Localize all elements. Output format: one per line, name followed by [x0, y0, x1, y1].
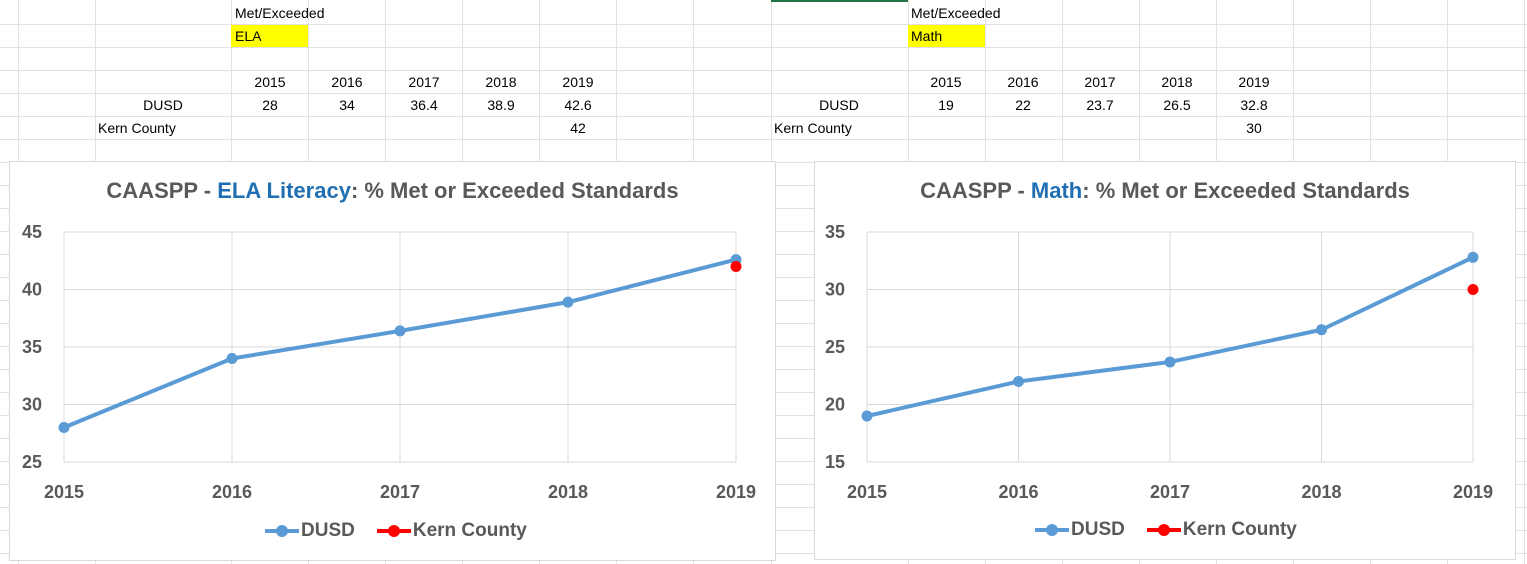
math-legend: DUSD Kern County [1035, 519, 1297, 541]
ela-data-point[interactable] [394, 325, 406, 337]
math-y-tick-label: 15 [825, 452, 845, 472]
math-data-point[interactable] [1164, 356, 1176, 368]
ela-data-point[interactable] [730, 261, 742, 272]
left-year-2015[interactable]: 2015 [254, 74, 286, 90]
ela-plot-area: 25 30 35 40 45 2015 2016 2017 2018 2019 [22, 222, 756, 502]
ela-data-point[interactable] [226, 353, 238, 364]
left-kern-label[interactable]: Kern County [98, 120, 176, 136]
left-kern-2019[interactable]: 42 [570, 120, 586, 136]
ela-legend-kern[interactable]: Kern County [376, 520, 527, 542]
ela-legend-dusd[interactable]: DUSD [265, 520, 355, 542]
left-year-2017[interactable]: 2017 [408, 74, 440, 90]
left-dusd-2019[interactable]: 42.6 [564, 97, 592, 113]
right-year-2016[interactable]: 2016 [1007, 74, 1039, 90]
ela-x-tick-label: 2017 [380, 482, 420, 502]
left-dusd-label[interactable]: DUSD [143, 97, 183, 113]
left-dusd-2015[interactable]: 28 [262, 97, 278, 113]
math-data-point[interactable] [1316, 324, 1327, 336]
left-year-2016[interactable]: 2016 [331, 74, 363, 90]
right-year-2019[interactable]: 2019 [1238, 74, 1270, 90]
right-year-2015[interactable]: 2015 [930, 74, 962, 90]
right-subject-cell[interactable]: Math [908, 25, 985, 47]
right-dusd-2015[interactable]: 19 [938, 97, 954, 113]
legend-line-marker-icon [265, 524, 299, 538]
ela-chart-title: CAASPP - ELA Literacy: % Met or Exceeded… [106, 178, 679, 203]
right-year-2018[interactable]: 2018 [1161, 74, 1193, 90]
math-data-point[interactable] [1013, 376, 1024, 387]
right-year-2017[interactable]: 2017 [1084, 74, 1116, 90]
ela-data-point[interactable] [562, 296, 574, 308]
math-x-tick-label: 2018 [1301, 482, 1341, 502]
math-x-tick-label: 2017 [1150, 482, 1190, 502]
ela-legend: DUSD Kern County [265, 520, 527, 542]
ela-chart[interactable]: CAASPP - ELA Literacy: % Met or Exceeded… [9, 161, 776, 561]
right-kern-label[interactable]: Kern County [774, 120, 852, 136]
ela-y-tick-label: 30 [22, 395, 42, 415]
right-dusd-2016[interactable]: 22 [1015, 97, 1031, 113]
ela-x-tick-label: 2019 [716, 482, 756, 502]
ela-x-tick-label: 2018 [548, 482, 588, 502]
math-y-tick-label: 25 [825, 337, 845, 357]
math-data-point[interactable] [1467, 251, 1479, 263]
right-dusd-label[interactable]: DUSD [819, 97, 859, 113]
right-kern-2019[interactable]: 30 [1246, 120, 1262, 136]
ela-data-point[interactable] [58, 422, 70, 433]
math-x-tick-label: 2016 [998, 482, 1038, 502]
left-subject-cell[interactable]: ELA [231, 25, 308, 47]
math-data-point[interactable] [1467, 284, 1479, 295]
math-legend-dusd[interactable]: DUSD [1035, 519, 1125, 541]
left-dusd-2017[interactable]: 36.4 [410, 97, 438, 113]
math-x-tick-label: 2015 [847, 482, 887, 502]
math-y-tick-label: 20 [825, 395, 845, 415]
ela-y-tick-label: 45 [22, 222, 42, 242]
left-year-2019[interactable]: 2019 [562, 74, 594, 90]
right-dusd-2018[interactable]: 26.5 [1163, 97, 1191, 113]
legend-line-marker-icon [376, 524, 411, 538]
math-y-tick-label: 30 [825, 280, 845, 300]
ela-y-tick-label: 25 [22, 452, 42, 472]
legend-line-marker-icon [1035, 523, 1069, 537]
left-met-label[interactable]: Met/Exceeded [235, 5, 325, 21]
legend-line-marker-icon [1146, 523, 1181, 537]
left-dusd-2016[interactable]: 34 [339, 97, 355, 113]
math-legend-kern[interactable]: Kern County [1146, 519, 1297, 541]
right-met-label[interactable]: Met/Exceeded [911, 5, 1001, 21]
right-dusd-2019[interactable]: 32.8 [1240, 97, 1268, 113]
math-x-tick-label: 2019 [1453, 482, 1493, 502]
math-chart-title: CAASPP - Math: % Met or Exceeded Standar… [920, 178, 1410, 203]
ela-y-tick-label: 35 [22, 337, 42, 357]
ela-y-tick-label: 40 [22, 280, 42, 300]
math-chart[interactable]: CAASPP - Math: % Met or Exceeded Standar… [814, 161, 1516, 560]
left-dusd-2018[interactable]: 38.9 [487, 97, 515, 113]
math-y-tick-label: 35 [825, 222, 845, 242]
left-year-2018[interactable]: 2018 [485, 74, 517, 90]
right-dusd-2017[interactable]: 23.7 [1086, 97, 1114, 113]
math-data-point[interactable] [861, 410, 873, 422]
math-plot-area: 15 20 25 30 35 2015 2016 2017 2018 2019 [825, 222, 1493, 502]
ela-x-tick-label: 2016 [212, 482, 252, 502]
ela-x-tick-label: 2015 [44, 482, 84, 502]
